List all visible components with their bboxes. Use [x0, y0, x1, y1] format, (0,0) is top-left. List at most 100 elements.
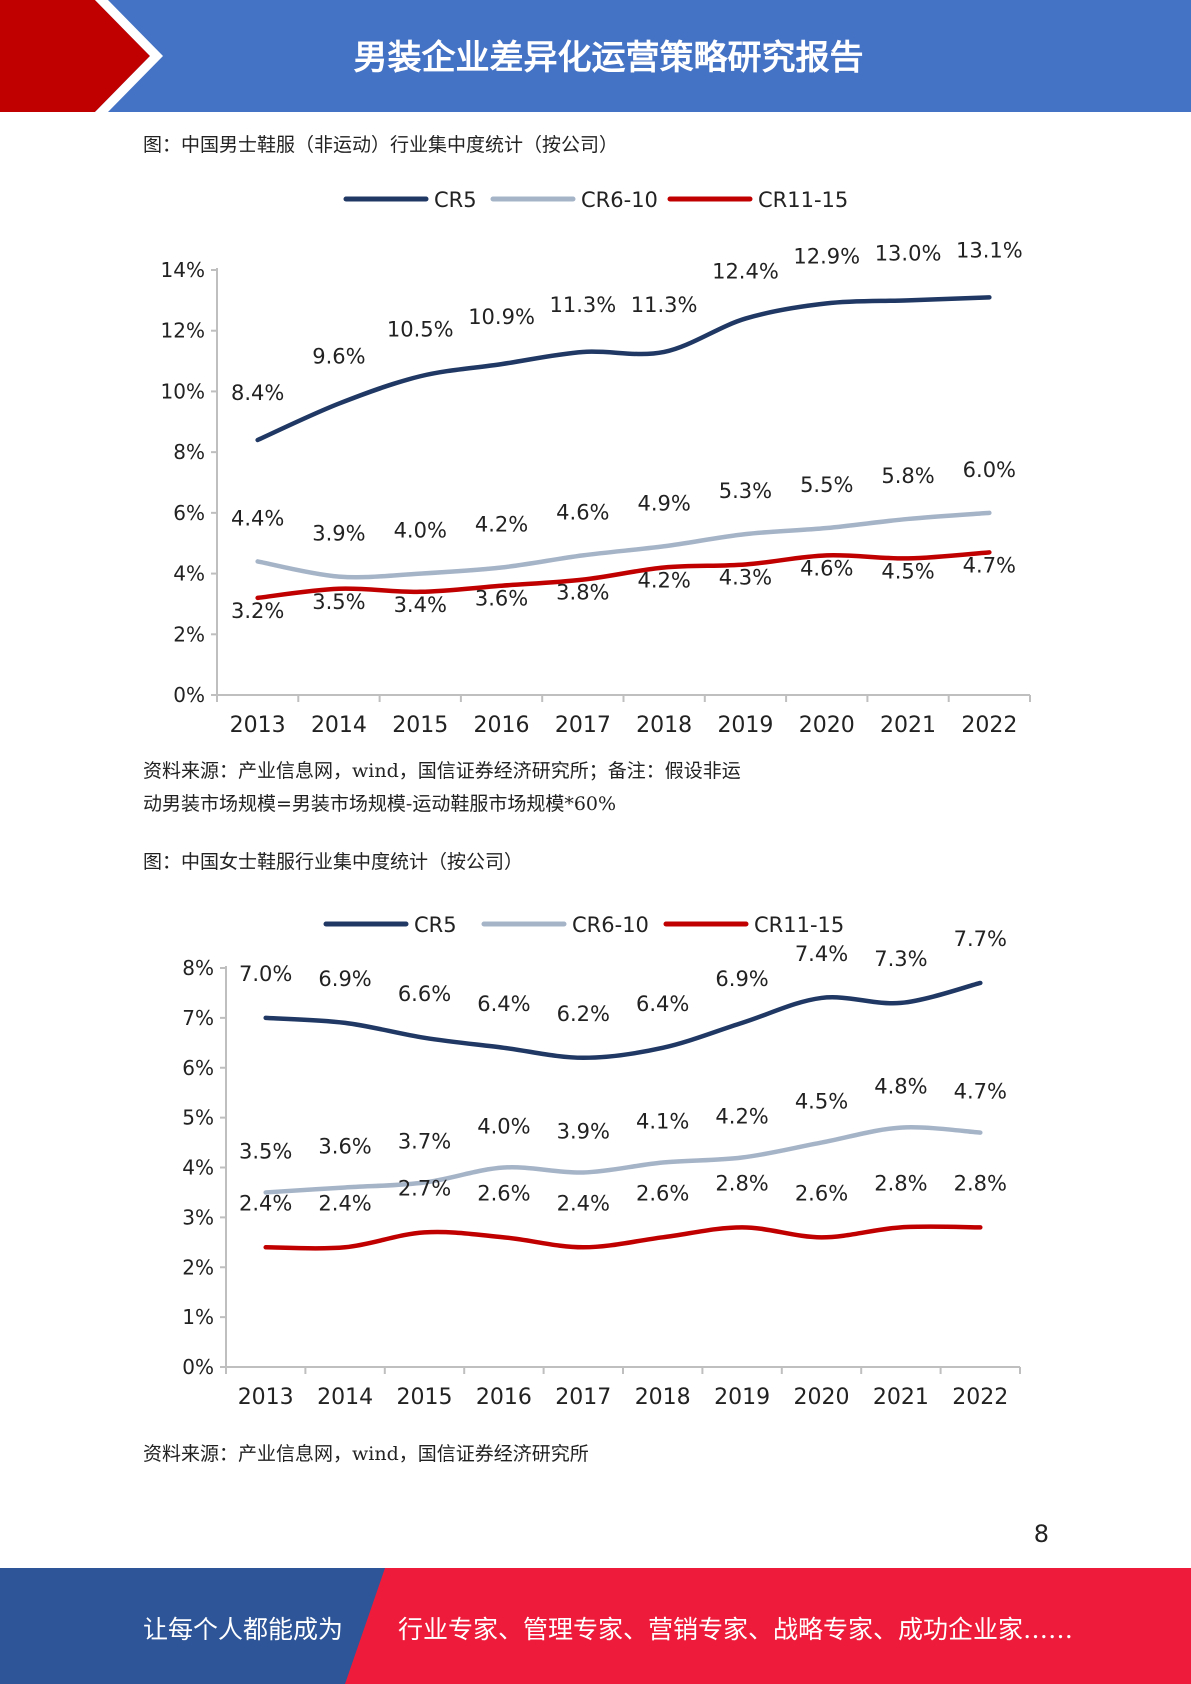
y-tick-label: 12%: [161, 319, 205, 343]
x-tick-label: 2022: [961, 713, 1017, 738]
data-label: 4.5%: [795, 1090, 848, 1114]
y-tick-label: 6%: [173, 501, 205, 525]
x-tick-label: 2015: [392, 713, 448, 738]
data-label: 4.7%: [954, 1080, 1007, 1104]
y-tick-label: 7%: [182, 1006, 214, 1030]
data-label: 2.8%: [954, 1171, 1007, 1195]
x-tick-label: 2021: [880, 713, 936, 738]
y-tick-label: 2%: [173, 622, 205, 646]
data-label: 4.0%: [394, 519, 447, 543]
data-label: 5.3%: [719, 479, 772, 503]
y-tick-label: 8%: [173, 440, 205, 464]
data-label: 2.4%: [557, 1191, 610, 1215]
legend-label-cr11-15: CR11-15: [758, 188, 848, 212]
figure1-chart: CR5 CR6-10 CR11-15 0% 2% 4% 6% 8% 10% 12% 14% 2013 2…: [161, 188, 1031, 738]
data-label: 3.4%: [394, 593, 447, 617]
data-label: 4.9%: [637, 491, 690, 515]
x-tick-label: 2019: [717, 713, 773, 738]
footer-slogan-left: 让每个人都能成为: [143, 1615, 344, 1644]
data-label: 3.7%: [398, 1129, 451, 1153]
page-header: 男装企业差异化运营策略研究报告: [0, 0, 1191, 112]
legend-label-cr11-15: CR11-15: [754, 913, 844, 937]
data-label: 6.9%: [318, 967, 371, 991]
data-label: 3.6%: [318, 1134, 371, 1158]
data-label: 7.4%: [795, 942, 848, 966]
figure1-source: 资料来源：产业信息网，wind，国信证券经济研究所；备注：假设非运 动男装市场规…: [143, 755, 823, 821]
y-tick-label: 6%: [182, 1056, 214, 1080]
footer-slogan-right: 行业专家、管理专家、营销专家、战略专家、成功企业家……: [398, 1615, 1074, 1644]
data-label: 4.3%: [719, 565, 772, 589]
figure2-caption: 图：中国女士鞋服行业集中度统计（按公司）: [143, 851, 524, 873]
data-label: 6.0%: [963, 458, 1016, 482]
series-line-cr11-15: [255, 550, 992, 601]
series-line-cr5: [263, 980, 983, 1061]
x-tick-label: 2016: [474, 713, 530, 738]
header-title: 男装企业差异化运营策略研究报告: [353, 38, 864, 78]
x-tick-label: 2014: [317, 1385, 373, 1410]
x-tick-label: 2020: [799, 713, 855, 738]
data-label: 2.6%: [477, 1181, 530, 1205]
series-line-cr5: [255, 295, 992, 443]
data-label: 7.3%: [874, 947, 927, 971]
data-label: 4.4%: [231, 506, 284, 530]
footer-background: [0, 1568, 1191, 1684]
data-label: 6.4%: [636, 992, 689, 1016]
y-tick-label: 14%: [161, 258, 205, 282]
data-label: 2.8%: [874, 1171, 927, 1195]
x-tick-label: 2017: [555, 713, 611, 738]
data-label: 7.7%: [954, 927, 1007, 951]
data-label: 2.7%: [398, 1176, 451, 1200]
data-label: 5.5%: [800, 473, 853, 497]
series-line-cr11-15: [263, 1224, 983, 1251]
figure2-source: 资料来源：产业信息网，wind，国信证券经济研究所: [143, 1438, 823, 1471]
x-tick-label: 2018: [636, 713, 692, 738]
y-tick-label: 0%: [182, 1355, 214, 1379]
data-label: 2.6%: [795, 1181, 848, 1205]
data-label: 13.1%: [956, 238, 1023, 262]
data-label: 4.6%: [556, 500, 609, 524]
x-tick-label: 2021: [873, 1385, 929, 1410]
x-tick-label: 2013: [238, 1385, 294, 1410]
data-label: 9.6%: [312, 345, 365, 369]
data-label: 2.6%: [636, 1181, 689, 1205]
data-label: 3.2%: [231, 599, 284, 623]
y-tick-label: 1%: [182, 1305, 214, 1329]
figure1-source-line2: 动男装市场规模=男装市场规模-运动鞋服市场规模*60%: [143, 793, 617, 815]
data-label: 4.2%: [475, 513, 528, 537]
data-label: 3.9%: [557, 1119, 610, 1143]
data-label: 3.5%: [239, 1139, 292, 1163]
data-label: 4.2%: [637, 569, 690, 593]
x-tick-label: 2020: [794, 1385, 850, 1410]
data-label: 4.6%: [800, 556, 853, 580]
legend-label-cr6-10: CR6-10: [581, 188, 658, 212]
data-label: 6.9%: [715, 967, 768, 991]
data-label: 3.5%: [312, 590, 365, 614]
legend-label-cr6-10: CR6-10: [572, 913, 649, 937]
series-line-cr6-10: [255, 510, 992, 580]
series-line-cr6-10: [263, 1125, 983, 1195]
header-arrow-graphic: [0, 0, 163, 112]
x-tick-label: 2013: [230, 713, 286, 738]
data-label: 8.4%: [231, 381, 284, 405]
y-tick-label: 10%: [161, 379, 205, 403]
data-label: 7.0%: [239, 962, 292, 986]
data-label: 4.0%: [477, 1115, 530, 1139]
page-footer: 让每个人都能成为 行业专家、管理专家、营销专家、战略专家、成功企业家……: [0, 1568, 1191, 1684]
data-label: 4.5%: [881, 559, 934, 583]
y-tick-label: 5%: [182, 1106, 214, 1130]
data-label: 12.9%: [793, 244, 860, 268]
data-label: 4.1%: [636, 1110, 689, 1134]
figure2-source-line1: 资料来源：产业信息网，wind，国信证券经济研究所: [143, 1443, 589, 1465]
y-tick-label: 4%: [173, 562, 205, 586]
y-tick-label: 4%: [182, 1156, 214, 1180]
figure1-caption: 图：中国男士鞋服（非运动）行业集中度统计（按公司）: [143, 134, 619, 156]
x-tick-label: 2019: [714, 1385, 770, 1410]
data-label: 4.7%: [963, 553, 1016, 577]
data-label: 11.3%: [631, 293, 698, 317]
data-label: 2.8%: [715, 1171, 768, 1195]
x-tick-label: 2015: [397, 1385, 453, 1410]
figure1-source-line1: 资料来源：产业信息网，wind，国信证券经济研究所；备注：假设非运: [143, 760, 741, 782]
data-label: 12.4%: [712, 260, 779, 284]
x-tick-label: 2014: [311, 713, 367, 738]
data-label: 3.6%: [475, 587, 528, 611]
